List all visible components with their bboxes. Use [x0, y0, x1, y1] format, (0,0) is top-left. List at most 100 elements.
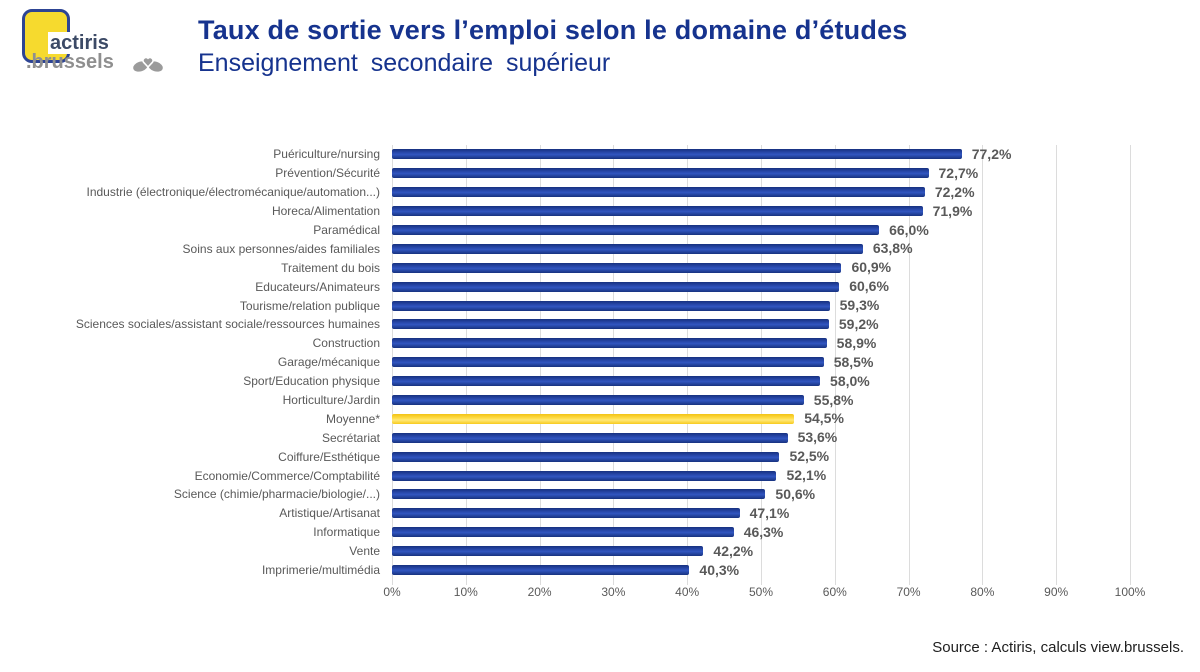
chart-row: Construction 58,9%	[0, 334, 1140, 353]
value-label: 63,8%	[872, 240, 913, 257]
bar-track: 54,5%	[392, 409, 1130, 428]
value-label: 52,1%	[786, 467, 827, 484]
bar-track: 46,3%	[392, 523, 1130, 542]
value-label: 40,3%	[699, 561, 740, 578]
bar-track: 72,2%	[392, 183, 1130, 202]
value-label: 58,5%	[833, 353, 874, 370]
value-label: 59,2%	[838, 316, 879, 333]
bar	[392, 187, 925, 198]
chart-row: Traitement du bois 60,9%	[0, 258, 1140, 277]
bar-track: 42,2%	[392, 542, 1130, 561]
category-label: Construction	[312, 336, 380, 351]
bar-track: 40,3%	[392, 561, 1130, 580]
bar	[392, 338, 827, 349]
bar	[392, 206, 923, 217]
value-label: 42,2%	[713, 542, 754, 559]
value-label: 50,6%	[775, 486, 816, 503]
category-label: Sciences sociales/assistant sociale/ress…	[75, 317, 380, 332]
logo-suffix-text: .brussels	[26, 51, 114, 73]
value-label: 54,5%	[804, 410, 844, 427]
bar-track: 59,3%	[392, 296, 1130, 315]
bar	[392, 168, 929, 179]
x-axis-tick-label: 70%	[896, 585, 921, 600]
chart-row: Imprimerie/multimédia 40,3%	[0, 561, 1140, 580]
bar	[392, 262, 842, 273]
category-label: Imprimerie/multimédia	[261, 563, 380, 578]
x-axis-tick-label: 20%	[527, 585, 552, 600]
x-axis-tick-label: 30%	[601, 585, 626, 600]
value-label: 72,7%	[938, 164, 979, 181]
bar	[392, 527, 734, 538]
value-label: 52,5%	[789, 448, 830, 465]
category-label: Traitement du bois	[281, 260, 380, 275]
category-label: Sport/Education physique	[243, 374, 380, 389]
bar	[392, 489, 766, 500]
x-axis: 0% 10% 20% 30% 40% 50% 60% 70% 80% 90% 100%	[383, 585, 1145, 603]
bar	[392, 224, 880, 235]
chart-row: Tourisme/relation publique 59,3%	[0, 296, 1140, 315]
chart-row: Prévention/Sécurité 72,7%	[0, 164, 1140, 183]
category-label: Paramédical	[313, 223, 380, 237]
chart-row: Industrie (électronique/électromécanique…	[0, 183, 1140, 202]
bar	[392, 394, 804, 405]
bar-track: 50,6%	[392, 485, 1130, 504]
grid-line	[834, 145, 836, 585]
bar-track: 55,8%	[392, 391, 1130, 410]
value-label: 60,6%	[849, 278, 889, 295]
category-label: Horeca/Alimentation	[271, 204, 380, 219]
x-axis-tick-label: 10%	[453, 585, 478, 600]
category-label: Garage/mécanique	[277, 355, 380, 370]
chart-row: Educateurs/Animateurs 60,6%	[0, 277, 1140, 296]
category-label: Horticulture/Jardin	[282, 393, 380, 408]
x-axis-tick-label: 0%	[383, 585, 401, 600]
grid-line	[1056, 145, 1058, 585]
value-label: 77,2%	[971, 146, 1012, 162]
bar-track: 47,1%	[392, 504, 1130, 523]
chart-row: Garage/mécanique 58,5%	[0, 353, 1140, 372]
grid-line	[1130, 145, 1131, 585]
category-label: Moyenne*	[325, 411, 380, 426]
bar	[392, 149, 962, 160]
bar-track: 52,5%	[392, 447, 1130, 466]
logo-brand-text: actiris	[48, 32, 111, 54]
bar-track: 71,9%	[392, 202, 1130, 221]
value-label: 55,8%	[813, 391, 854, 408]
chart-row: Coiffure/Esthétique 52,5%	[0, 447, 1140, 466]
chart-row: Sciences sociales/assistant sociale/ress…	[0, 315, 1140, 334]
chart-row: Paramédical 66,0%	[0, 221, 1140, 240]
x-axis-tick-label: 40%	[675, 585, 700, 600]
bar-track: 60,9%	[392, 258, 1130, 277]
category-label: Puériculture/nursing	[273, 147, 380, 162]
source-note: Source : Actiris, calculs view.brussels.	[932, 639, 1184, 656]
bar	[392, 376, 821, 387]
chart-row: Horticulture/Jardin 55,8%	[0, 391, 1140, 410]
value-label: 66,0%	[889, 221, 929, 238]
bar	[392, 300, 830, 311]
value-label: 58,0%	[830, 372, 870, 389]
value-label: 72,2%	[934, 183, 975, 200]
bar-track: 72,7%	[392, 164, 1130, 183]
bar	[392, 508, 740, 519]
bar-track: 58,0%	[392, 372, 1130, 391]
chart-row: Informatique 46,3%	[0, 523, 1140, 542]
bar	[392, 432, 788, 443]
grid-line	[908, 145, 910, 585]
value-label: 71,9%	[932, 202, 973, 219]
bar	[392, 451, 780, 462]
category-label: Soins aux personnes/aides familiales	[182, 241, 380, 256]
hands-heart-icon	[132, 54, 164, 77]
bar-chart: Puériculture/nursing 77,2% Prévention/Sé…	[0, 145, 1145, 603]
bar	[392, 357, 824, 368]
bar-track: 58,5%	[392, 353, 1130, 372]
value-label: 59,3%	[839, 297, 880, 314]
category-label: Artistique/Artisanat	[279, 506, 380, 521]
bar-track: 63,8%	[392, 239, 1130, 258]
x-axis-tick-label: 90%	[1044, 585, 1069, 600]
value-label: 58,9%	[836, 334, 877, 351]
actiris-logo: actiris .brussels	[20, 6, 180, 72]
category-label: Educateurs/Animateurs	[255, 279, 380, 294]
category-label: Coiffure/Esthétique	[278, 449, 380, 464]
grid-line	[982, 145, 984, 585]
value-label: 60,9%	[851, 259, 892, 276]
bar	[392, 470, 777, 481]
